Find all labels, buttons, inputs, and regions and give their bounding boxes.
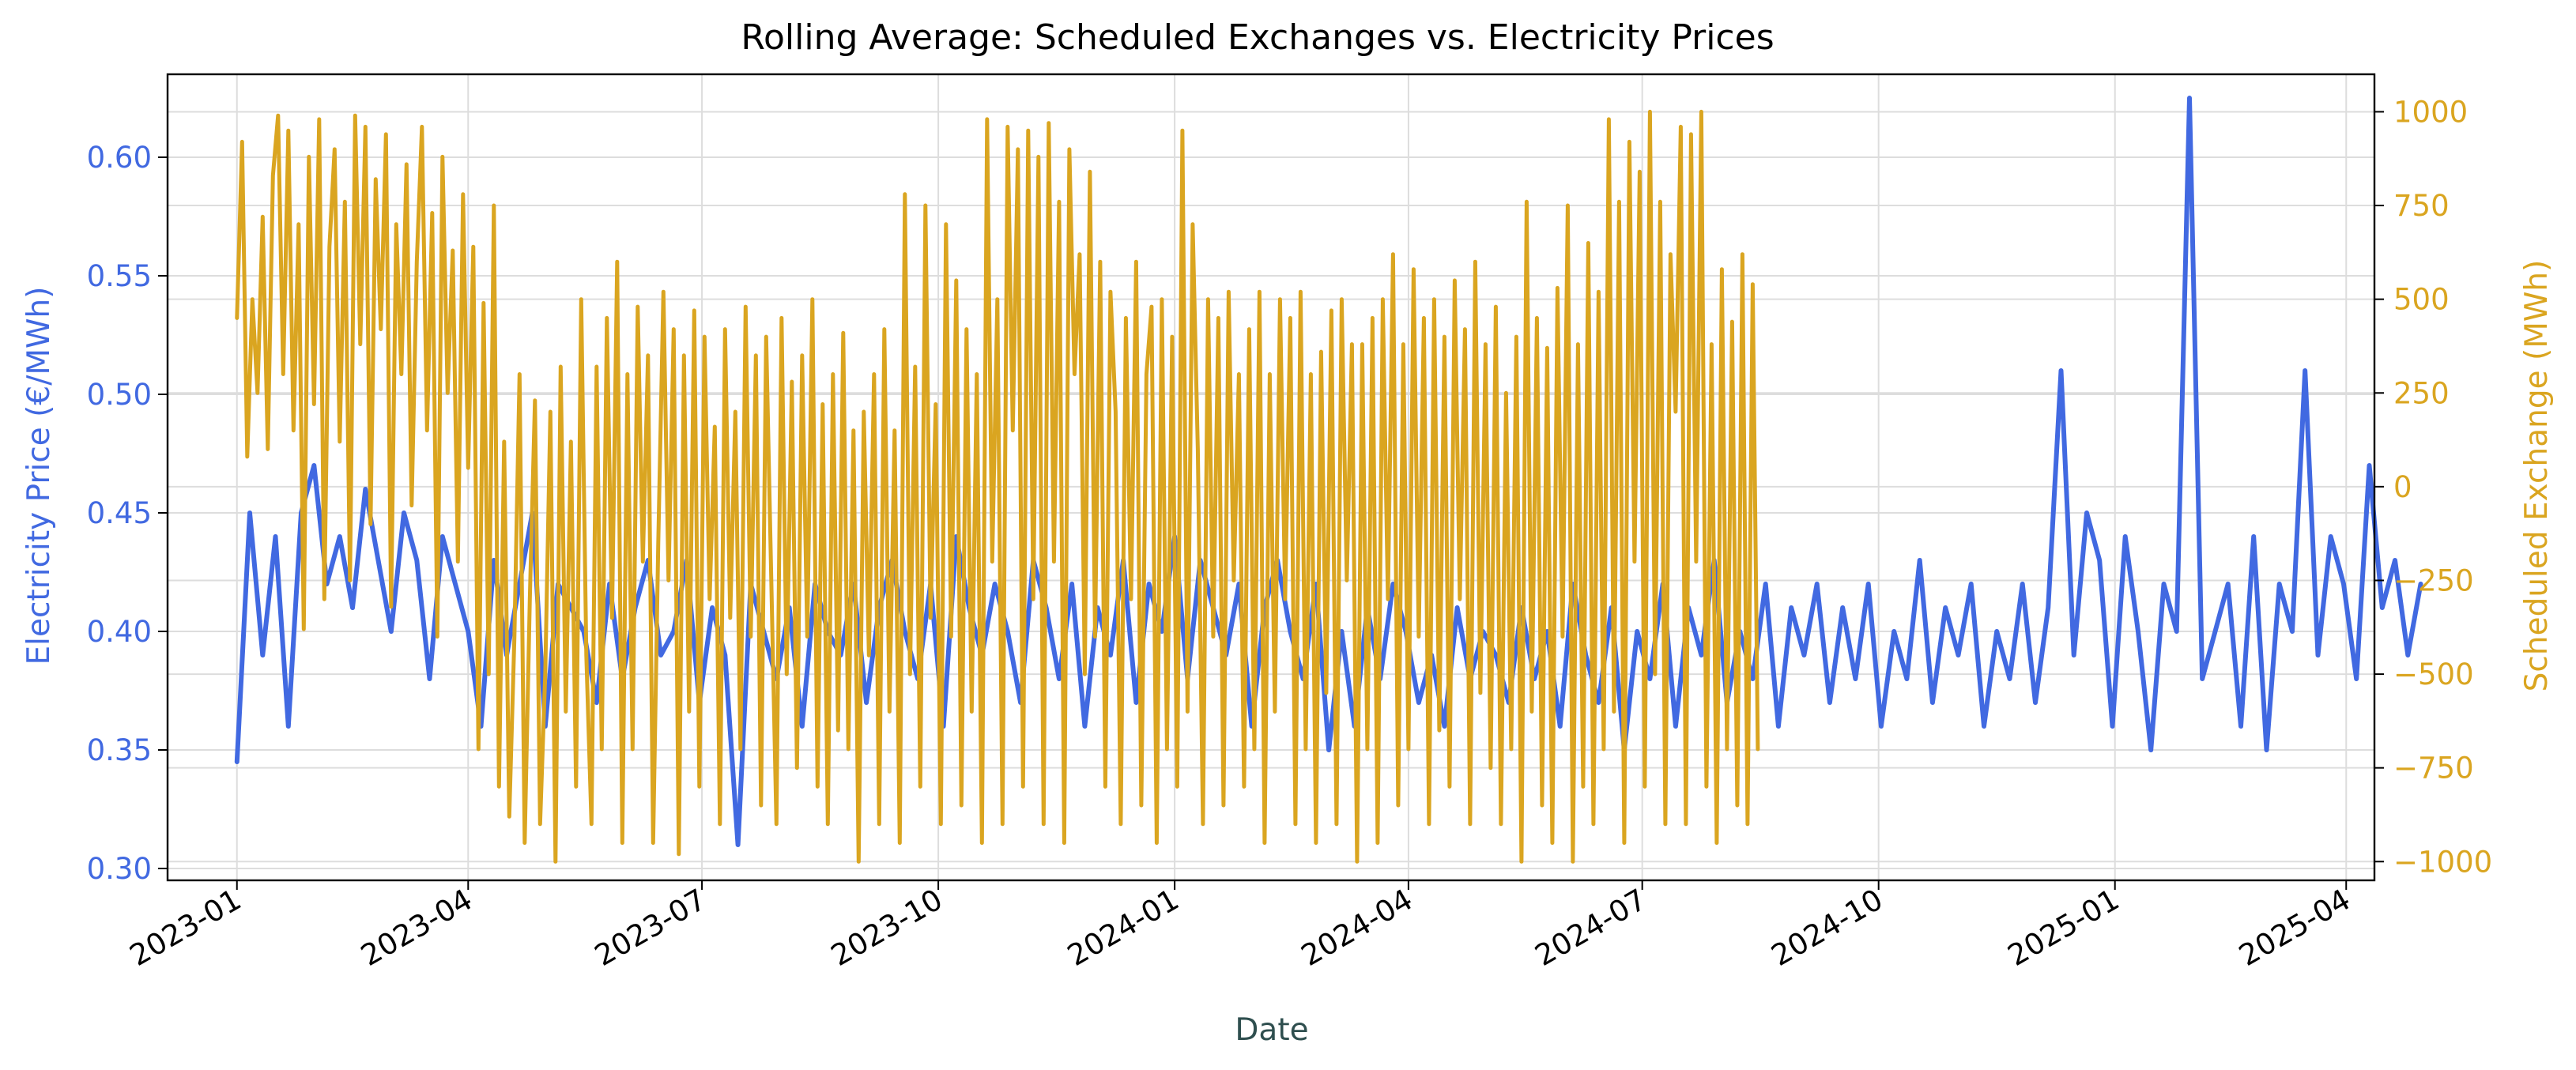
- y-left-tick-label: 0.30: [87, 852, 152, 886]
- y-right-tick-label: 0: [2393, 470, 2412, 504]
- x-tick-label: 2023-10: [825, 883, 948, 974]
- x-axis-label: Date: [1235, 1012, 1308, 1048]
- y-left-tick-label: 0.45: [87, 496, 152, 530]
- x-tick-label: 2023-04: [355, 883, 477, 974]
- x-tick-label: 2023-07: [589, 883, 711, 974]
- series-layer: [234, 96, 2423, 864]
- y-right-tick-label: −750: [2393, 752, 2474, 786]
- y-axis-right-label: Scheduled Exchange (MWh): [2519, 260, 2555, 692]
- y-left-tick-label: 0.55: [87, 259, 152, 293]
- plot-frame: [166, 73, 2376, 882]
- y-right-tick-label: −250: [2393, 563, 2474, 597]
- y-right-tick-label: 750: [2393, 189, 2450, 223]
- x-tick-label: 2024-10: [1766, 883, 1888, 974]
- x-tick-label: 2024-01: [1062, 883, 1184, 974]
- x-tick-label: 2025-04: [2233, 883, 2355, 974]
- y-right-tick-label: 500: [2393, 283, 2450, 317]
- x-tick-label: 2025-01: [2002, 883, 2125, 974]
- x-tick-label: 2024-07: [1529, 883, 1652, 974]
- ticks-layer: 2023-01 2023-04 2023-07 2023-10 2024-01 2024-…: [87, 95, 2493, 973]
- x-tick-label: 2024-04: [1296, 883, 1418, 974]
- y-right-tick-label: −500: [2393, 657, 2474, 691]
- y-right-tick-label: 250: [2393, 376, 2450, 410]
- x-tick-label: 2023-01: [124, 883, 247, 974]
- exchange-series-line: [235, 109, 1760, 864]
- y-right-tick-label: 1000: [2393, 95, 2468, 129]
- y-left-tick-label: 0.35: [87, 733, 152, 767]
- y-axis-left-label: Electricity Price (€/MWh): [21, 287, 57, 665]
- y-right-tick-label: −1000: [2393, 845, 2492, 879]
- y-left-tick-label: 0.50: [87, 378, 152, 412]
- chart-title: Rolling Average: Scheduled Exchanges vs.…: [741, 17, 1774, 58]
- y-left-tick-label: 0.40: [87, 615, 152, 649]
- y-left-tick-label: 0.60: [87, 141, 152, 175]
